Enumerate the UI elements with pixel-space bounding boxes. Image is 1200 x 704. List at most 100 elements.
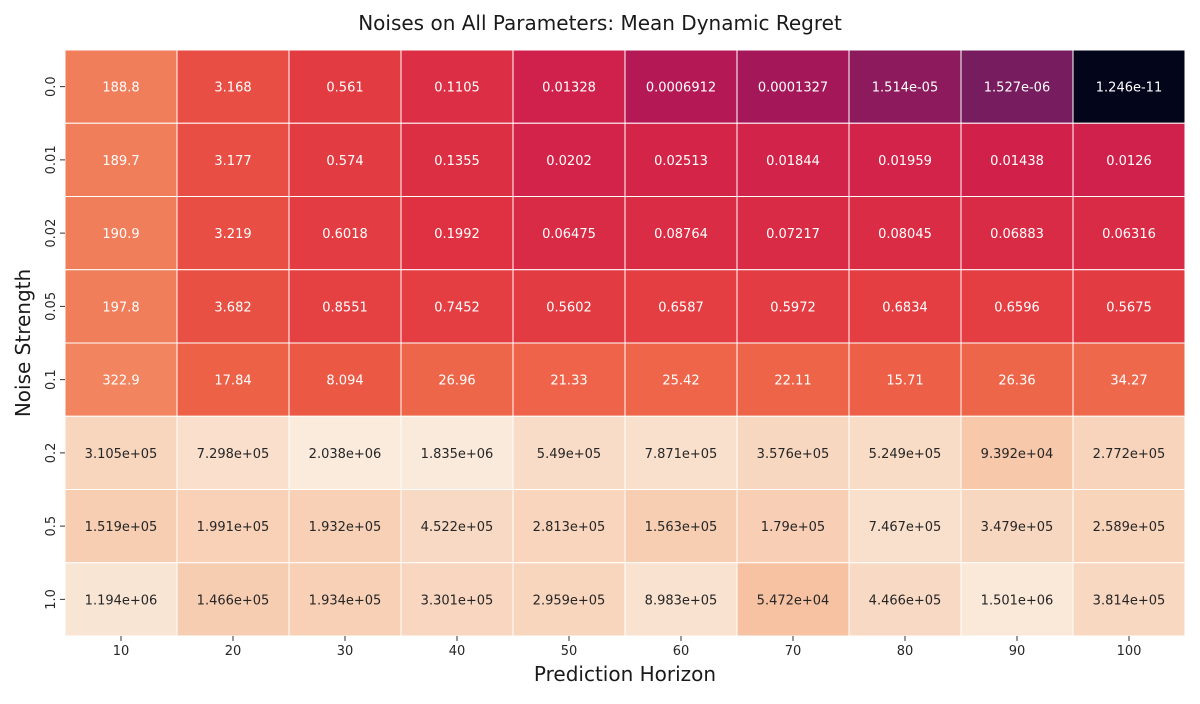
heatmap-cell-label: 2.589e+05 [1093,520,1166,535]
heatmap-cell [400,122,514,197]
y-tick-label: 0.2 [44,443,59,464]
heatmap-cell [624,49,738,124]
heatmap-cell-label: 2.959e+05 [533,593,606,608]
heatmap-cell-label: 34.27 [1110,374,1147,389]
heatmap-cell-label: 0.6834 [882,300,928,315]
heatmap-cell-label: 3.301e+05 [421,593,494,608]
heatmap-cell-label: 8.094 [326,374,363,389]
heatmap-cell [1072,269,1186,344]
heatmap-cell-label: 8.983e+05 [645,593,718,608]
heatmap-cell-label: 3.682 [214,300,251,315]
heatmap-cell-label: 0.5602 [546,300,592,315]
x-tick-label: 30 [337,644,354,659]
heatmap-cell-label: 0.08045 [878,227,932,242]
heatmap-cell [512,122,626,197]
heatmap-cell [1072,122,1186,197]
heatmap-cell-label: 0.574 [326,154,363,169]
heatmap-cell-label: 0.01328 [542,81,596,96]
heatmap-cell-label: 0.1992 [434,227,480,242]
heatmap-cell [736,562,850,637]
x-tick-label: 100 [1117,644,1142,659]
heatmap-cell [1072,196,1186,271]
heatmap-cell [288,415,402,490]
heatmap-cell-label: 5.249e+05 [869,447,942,462]
heatmap-cell-label: 21.33 [550,374,587,389]
heatmap-cell [512,269,626,344]
heatmap-cell-label: 1.194e+06 [85,593,158,608]
heatmap-cell-label: 3.814e+05 [1093,593,1166,608]
y-tick-label: 0.0 [44,76,59,97]
heatmap-cell [624,342,738,417]
heatmap-cell-label: 0.561 [326,81,363,96]
heatmap-cell [400,562,514,637]
heatmap-cell-label: 0.5972 [770,300,816,315]
heatmap-cell-label: 2.772e+05 [1093,447,1166,462]
heatmap-cell [288,562,402,637]
heatmap-cell [176,49,290,124]
heatmap-cell [400,489,514,564]
heatmap-cell-label: 0.8551 [322,300,368,315]
y-tick-label: 0.1 [44,369,59,390]
heatmap-cell [848,342,962,417]
x-tick-label: 70 [785,644,802,659]
heatmap-cell [176,562,290,637]
heatmap-cell-label: 1.246e-11 [1096,81,1162,96]
heatmap-cell [400,415,514,490]
heatmap-cell [960,122,1074,197]
heatmap-cell [64,269,178,344]
heatmap-cell [736,122,850,197]
heatmap-cell-label: 17.84 [214,374,251,389]
heatmap-cell-label: 0.06316 [1102,227,1156,242]
heatmap-cell-label: 1.934e+05 [309,593,382,608]
heatmap-cell-label: 0.0126 [1106,154,1152,169]
heatmap-cell [1072,49,1186,124]
heatmap-cell-label: 1.527e-06 [984,81,1050,96]
heatmap-cell [736,415,850,490]
x-tick-label: 60 [673,644,690,659]
heatmap-cell-label: 4.466e+05 [869,593,942,608]
heatmap-cell [960,269,1074,344]
heatmap-cell [960,489,1074,564]
heatmap-cell-label: 1.519e+05 [85,520,158,535]
heatmap-cell [288,196,402,271]
heatmap-cell [736,269,850,344]
heatmap-cell-label: 3.576e+05 [757,447,830,462]
heatmap-cell-label: 0.6596 [994,300,1040,315]
heatmap-cell [64,49,178,124]
heatmap-cell-label: 1.991e+05 [197,520,270,535]
heatmap-cell-label: 1.501e+06 [981,593,1054,608]
y-axis-label: Noise Strength [11,269,35,417]
heatmap-cell [624,562,738,637]
heatmap-cell [624,269,738,344]
heatmap-cell-label: 2.813e+05 [533,520,606,535]
heatmap-cell [512,562,626,637]
heatmap-cell [288,122,402,197]
heatmap-cell [1072,342,1186,417]
y-tick-label: 0.02 [44,219,59,248]
heatmap-cell-label: 0.6018 [322,227,368,242]
heatmap-cell [400,49,514,124]
heatmap-cell [512,196,626,271]
heatmap-cell-label: 1.514e-05 [872,81,938,96]
heatmap-cell-label: 5.472e+04 [757,593,830,608]
heatmap-cell-label: 2.038e+06 [309,447,382,462]
heatmap-cell-label: 26.36 [998,374,1035,389]
x-tick-label: 50 [561,644,578,659]
y-tick-label: 1.0 [44,589,59,610]
x-axis-ticks: 10 20 30 40 50 60 70 80 90 100 [113,636,1142,659]
heatmap-cell-label: 1.79e+05 [761,520,825,535]
heatmap-cell-label: 190.9 [102,227,139,242]
heatmap-cell-label: 0.5675 [1106,300,1152,315]
x-tick-label: 90 [1009,644,1026,659]
heatmap-cell [960,196,1074,271]
heatmap-cell-label: 1.466e+05 [197,593,270,608]
heatmap-cell [288,49,402,124]
heatmap-cell [624,122,738,197]
heatmap-cell-label: 1.932e+05 [309,520,382,535]
heatmap-cell-label: 0.1105 [434,81,480,96]
heatmap-cell-label: 0.08764 [654,227,708,242]
heatmap-cell-label: 0.01844 [766,154,820,169]
heatmap-cell [64,196,178,271]
heatmap-cells [64,49,1186,637]
